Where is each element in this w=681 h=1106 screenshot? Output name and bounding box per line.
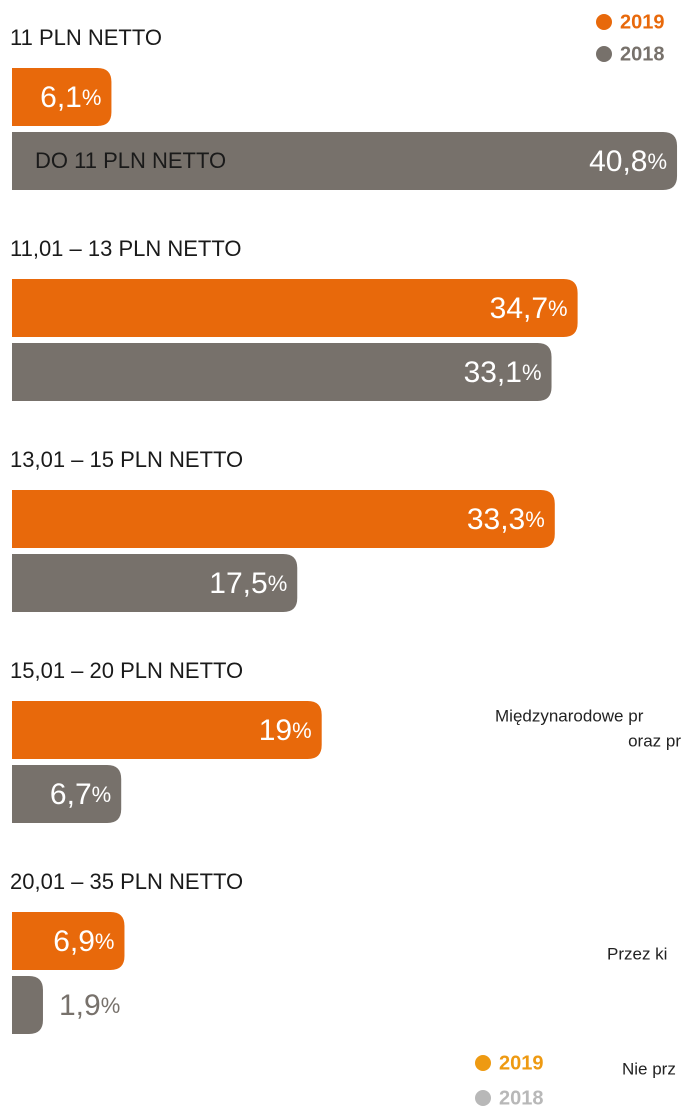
legend-label: 2018 (499, 1087, 544, 1106)
bar (12, 554, 298, 612)
category-label: 11 PLN NETTO (10, 25, 162, 50)
inner-label: DO 11 PLN NETTO (35, 148, 226, 173)
bar (12, 976, 43, 1034)
bar (12, 765, 122, 823)
value-unit: % (82, 85, 102, 110)
category-label: 11,01 – 13 PLN NETTO (10, 236, 242, 261)
value-unit: % (525, 507, 545, 532)
value-label: 19% (259, 714, 312, 747)
value-unit: % (548, 296, 568, 321)
value-number: 33,1 (464, 356, 522, 389)
value-label: 33,1% (464, 356, 542, 389)
side-text: Przez ki (607, 944, 667, 963)
value-label: 40,8% (589, 145, 667, 178)
value-unit: % (268, 571, 288, 596)
bar (12, 279, 578, 337)
category-label: 13,01 – 15 PLN NETTO (10, 447, 243, 472)
value-label: 6,9% (53, 925, 114, 958)
value-unit: % (101, 993, 121, 1018)
side-text: Nie prz (622, 1059, 676, 1078)
legend-marker (596, 46, 612, 62)
legend-marker (475, 1055, 491, 1071)
value-number: 6,9 (53, 925, 95, 958)
bar (12, 132, 678, 190)
value-number: 6,7 (50, 778, 92, 811)
legend-label: 2019 (620, 11, 665, 33)
value-number: 19 (259, 714, 292, 747)
value-number: 34,7 (490, 292, 548, 325)
value-number: 17,5 (209, 567, 267, 600)
value-label: 34,7% (490, 292, 568, 325)
value-number: 1,9 (59, 989, 101, 1022)
category-label: 20,01 – 35 PLN NETTO (10, 869, 243, 894)
value-unit: % (647, 149, 667, 174)
value-label: 6,7% (50, 778, 111, 811)
bar (12, 68, 112, 126)
value-unit: % (292, 718, 312, 743)
bar (12, 701, 322, 759)
bar (12, 912, 125, 970)
value-unit: % (92, 782, 112, 807)
legend-marker (596, 14, 612, 30)
side-text: Międzynarodowe pr (495, 706, 644, 725)
legend-label: 2019 (499, 1052, 544, 1074)
value-unit: % (95, 929, 115, 954)
value-number: 33,3 (467, 503, 525, 536)
legend-label: 2018 (620, 43, 665, 65)
value-unit: % (522, 360, 542, 385)
value-label: 17,5% (209, 567, 287, 600)
value-label: 6,1% (40, 81, 101, 114)
value-number: 40,8 (589, 145, 647, 178)
bar (12, 343, 552, 401)
bar (12, 490, 555, 548)
category-label: 15,01 – 20 PLN NETTO (10, 658, 243, 683)
value-number: 6,1 (40, 81, 82, 114)
side-text: oraz pr (628, 731, 681, 750)
value-label: 1,9% (59, 989, 120, 1022)
value-label: 33,3% (467, 503, 545, 536)
legend-marker (475, 1090, 491, 1106)
